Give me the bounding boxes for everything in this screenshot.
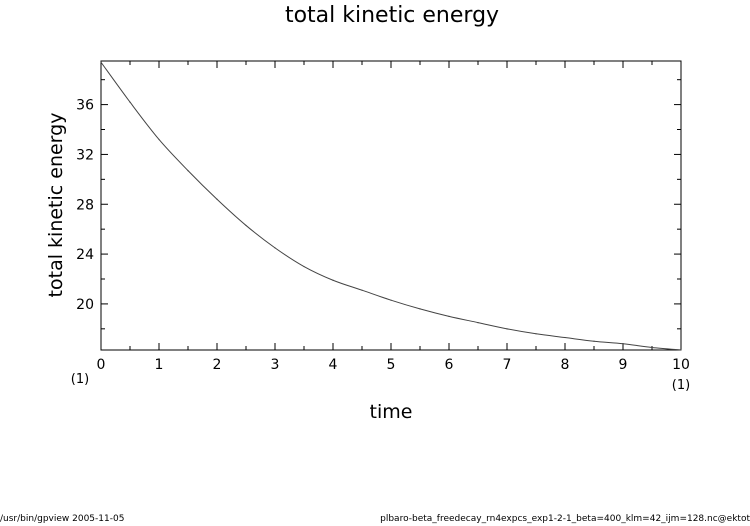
x-tick-label: 5: [387, 357, 396, 373]
data-point: [448, 315, 450, 317]
x-tick-label: 2: [213, 357, 222, 373]
data-point: [332, 279, 334, 281]
y-axis-label: total kinetic energy: [45, 113, 67, 298]
x-axis-label: time: [370, 401, 413, 423]
x-tick-label: 7: [503, 357, 512, 373]
data-point: [303, 265, 305, 268]
x-unit-right: (1): [672, 378, 690, 393]
y-tick-label: 20: [76, 297, 94, 313]
x-tick-label: 3: [271, 357, 280, 373]
x-axis-ticks: [100, 61, 682, 350]
x-axis-tick-labels: 0 1 2 3 4 5 6 7 8 9 10: [97, 357, 690, 373]
data-point: [419, 308, 421, 310]
data-point: [274, 247, 276, 249]
data-point: [477, 321, 479, 324]
x-tick-label: 4: [329, 357, 338, 373]
y-tick-label: 24: [76, 247, 94, 263]
x-tick-label: 10: [672, 357, 690, 373]
data-point: [361, 289, 363, 291]
y-tick-label: 28: [76, 197, 94, 213]
data-point: [593, 340, 595, 342]
data-point: [564, 336, 566, 339]
data-point: [622, 343, 624, 345]
data-point: [245, 224, 247, 227]
y-tick-label: 32: [76, 147, 94, 163]
data-point: [100, 61, 102, 63]
data-point: [680, 349, 682, 351]
series-line: [100, 61, 682, 351]
y-tick-label: 36: [76, 98, 94, 114]
y-axis-tick-labels: 20 24 28 32 36: [76, 98, 94, 313]
x-tick-label: 0: [97, 357, 106, 373]
data-point: [216, 198, 218, 200]
data-point: [651, 346, 653, 349]
x-tick-label: 9: [619, 357, 628, 373]
chart-title: total kinetic energy: [285, 3, 499, 28]
x-tick-label: 1: [155, 357, 164, 373]
plot-frame: [100, 60, 682, 351]
data-point: [390, 299, 392, 301]
data-point: [129, 101, 131, 103]
data-point: [535, 333, 537, 335]
x-tick-label: 8: [561, 357, 570, 373]
x-unit-left: (1): [71, 372, 89, 387]
footer-left-text: /usr/bin/gpview 2005-11-05: [0, 514, 125, 524]
data-point: [158, 138, 160, 141]
data-point: [506, 328, 508, 330]
series-points: [100, 61, 682, 351]
y-axis-ticks: [101, 79, 681, 330]
data-point: [187, 170, 189, 172]
x-tick-label: 6: [445, 357, 454, 373]
footer-right-text: plbaro-beta_freedecay_rn4expcs_exp1-2-1_…: [380, 514, 750, 524]
